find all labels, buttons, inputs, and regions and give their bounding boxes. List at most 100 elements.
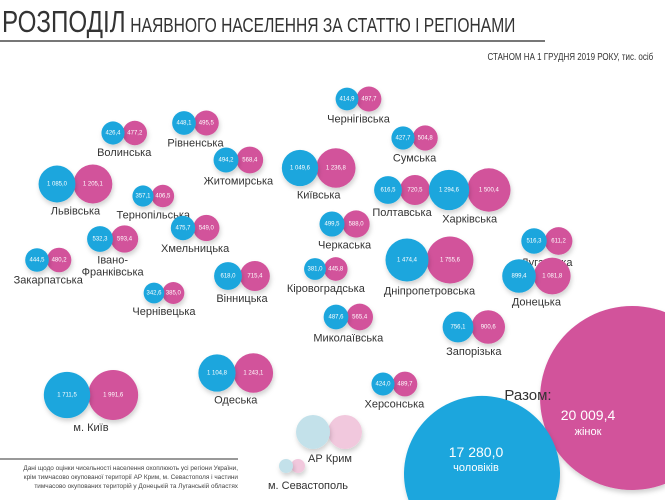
male-bubble (521, 228, 547, 254)
female-bubble (193, 110, 219, 136)
region-group: 414,9 497,7 Чернігівська (327, 86, 391, 125)
female-bubble (467, 168, 511, 212)
region-label: Кіровоградська (287, 283, 366, 295)
region-group: 357,1 406,5 Тернопільська (117, 184, 191, 221)
female-value: 497,7 (361, 97, 377, 103)
region-group: 448,1 495,5 Рівненська (167, 110, 224, 149)
male-value: 532,3 (92, 237, 108, 243)
male-bubble (198, 354, 236, 392)
female-bubble (342, 210, 370, 238)
male-bubble (319, 211, 345, 237)
female-bubble (151, 184, 175, 208)
region-group: 381,0 445,8 Кіровоградська (287, 257, 366, 295)
region-label: Львівська (51, 205, 101, 217)
female-bubble (162, 282, 185, 304)
female-value: 593,4 (117, 237, 133, 243)
region-group: 899,4 1 081,8 Донецька (502, 257, 571, 308)
female-value: 549,0 (199, 226, 215, 232)
female-bubble (73, 164, 113, 204)
total-male-label: чоловіків (453, 462, 499, 474)
male-bubble (385, 238, 429, 282)
region-group: 499,5 588,0 Черкаська (318, 210, 372, 252)
female-bubble (399, 174, 430, 206)
male-value: 756,1 (450, 325, 466, 331)
male-bubble (43, 371, 91, 419)
male-value: 342,6 (146, 291, 162, 297)
male-bubble (304, 258, 326, 280)
region-label: м. Київ (73, 422, 108, 434)
female-bubble (122, 120, 148, 146)
total-female-label: жінок (575, 426, 602, 438)
female-value: 1 081,8 (542, 274, 563, 280)
female-bubble (110, 225, 139, 253)
subtitle: СТАНОМ НА 1 ГРУДНЯ 2019 РОКУ, тис. осіб (487, 52, 653, 63)
female-bubble (471, 310, 506, 344)
region-label: Чернівецька (132, 306, 196, 318)
male-value: 357,1 (135, 194, 151, 200)
male-value: 414,9 (339, 97, 355, 103)
region-group: 1 294,6 1 500,4 Харківська (428, 168, 511, 226)
female-value: 588,0 (349, 222, 365, 228)
male-bubble-pale (296, 415, 330, 449)
male-bubble (335, 87, 359, 111)
male-bubble (172, 111, 196, 135)
region-group: 426,4 477,2 Волинська (97, 120, 152, 159)
region-group: 494,2 568,4 Житомирська (204, 146, 274, 187)
female-value: 445,8 (328, 267, 344, 273)
region-label: Харківська (442, 214, 498, 226)
male-bubble-pale (279, 459, 293, 473)
male-bubble (371, 372, 395, 396)
male-value: 487,6 (328, 315, 344, 321)
male-bubble (101, 121, 125, 145)
female-bubble (239, 261, 270, 291)
male-value: 499,5 (324, 222, 340, 228)
female-value: 900,6 (481, 325, 497, 331)
footnote-line: тимчасово окупованих територій у Донецьк… (34, 483, 238, 490)
female-bubble (392, 371, 418, 397)
female-value: 1 243,1 (243, 371, 264, 377)
title-main: РОЗПОДІЛ (2, 4, 126, 39)
female-bubble (88, 370, 139, 420)
female-value: 406,5 (155, 194, 171, 200)
title-rest: НАЯВНОГО НАСЕЛЕННЯ ЗА СТАТТЮ І РЕГІОНАМИ (130, 15, 516, 37)
female-bubble (533, 257, 571, 295)
female-bubble (544, 227, 573, 255)
male-value: 899,4 (511, 274, 527, 280)
totals-label: Разом: (504, 387, 551, 404)
male-bubble (323, 304, 349, 330)
footnote-line: крім тимчасово окупованої території АР К… (23, 474, 238, 481)
excluded-region-group: АР Крим (296, 415, 362, 465)
region-label: Миколаївська (313, 332, 384, 344)
male-bubble (25, 248, 49, 272)
female-bubble-pale (291, 459, 305, 473)
female-value: 504,8 (418, 136, 434, 142)
region-group: 1 104,8 1 243,1 Одеська (198, 353, 274, 407)
region-group: 532,3 593,4 Івано-Франківська (82, 225, 145, 279)
region-group: 618,0 715,4 Вінницька (214, 261, 270, 305)
region-group: 756,1 900,6 Запорізька (442, 310, 506, 358)
male-value: 1 711,5 (57, 393, 77, 399)
female-bubble (316, 148, 356, 188)
total-male-value: 17 280,0 (449, 444, 504, 460)
region-label: Вінницька (216, 293, 268, 305)
region-label: Полтавська (372, 207, 432, 219)
female-bubble (426, 236, 474, 284)
excluded-region-group: м. Севастополь (268, 459, 348, 492)
male-bubble (374, 176, 402, 204)
total-female-bubble (540, 306, 665, 490)
female-bubble (193, 214, 220, 242)
region-group: 427,7 504,8 Сумська (391, 125, 438, 165)
region-label: Дніпропетровська (384, 285, 476, 297)
totals-group: Разом: 20 009,4 жінок 17 280,0 чоловіків (404, 306, 665, 500)
region-group: 487,6 565,4 Миколаївська (313, 303, 384, 344)
female-value: 1 991,6 (103, 393, 124, 399)
male-bubble (143, 282, 165, 304)
region-label: Черкаська (318, 240, 372, 252)
title-divider (0, 40, 545, 42)
male-value: 427,7 (395, 136, 411, 142)
region-label: Херсонська (364, 398, 425, 410)
male-bubble (428, 169, 470, 211)
male-value: 1 474,4 (397, 258, 418, 264)
region-group: 342,6 385,0 Чернівецька (132, 282, 196, 318)
region-group: 1 474,4 1 755,6 Дніпропетровська (384, 236, 476, 297)
